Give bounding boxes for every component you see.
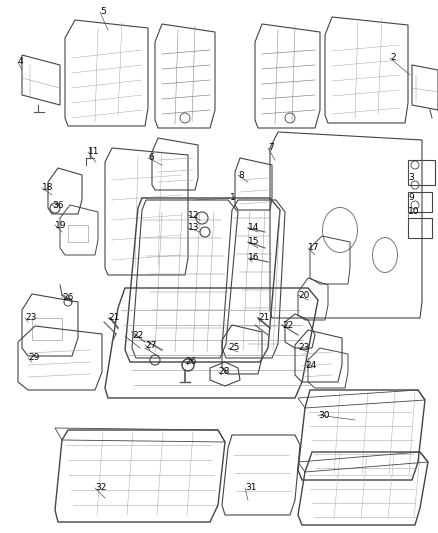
Text: 1: 1 [230, 193, 236, 203]
Text: 11: 11 [88, 148, 99, 157]
Text: 26: 26 [62, 294, 74, 303]
Text: 3: 3 [408, 174, 414, 182]
Text: 23: 23 [25, 313, 36, 322]
Text: 20: 20 [298, 290, 309, 300]
Text: 14: 14 [248, 223, 259, 232]
Text: 22: 22 [132, 330, 143, 340]
Text: 26: 26 [185, 358, 196, 367]
Text: 22: 22 [282, 320, 293, 329]
Text: 8: 8 [238, 171, 244, 180]
Text: 18: 18 [42, 183, 53, 192]
Text: 4: 4 [18, 58, 24, 67]
Text: 23: 23 [298, 343, 309, 352]
Text: 2: 2 [390, 53, 396, 62]
Text: 21: 21 [258, 313, 269, 322]
Text: 16: 16 [248, 254, 259, 262]
Text: 5: 5 [100, 7, 106, 17]
Text: 17: 17 [308, 244, 319, 253]
Text: 19: 19 [55, 221, 67, 230]
Text: 6: 6 [148, 154, 154, 163]
Text: 21: 21 [108, 313, 120, 322]
Text: 36: 36 [52, 200, 64, 209]
Text: 9: 9 [408, 193, 414, 203]
Text: 7: 7 [268, 143, 274, 152]
Text: 25: 25 [228, 343, 240, 352]
Text: 30: 30 [318, 410, 329, 419]
Text: 27: 27 [145, 341, 156, 350]
Text: 13: 13 [188, 223, 199, 232]
Text: 32: 32 [95, 483, 106, 492]
Text: 10: 10 [408, 207, 420, 216]
Text: 12: 12 [188, 211, 199, 220]
Text: 31: 31 [245, 483, 257, 492]
Text: 29: 29 [28, 353, 39, 362]
Text: 28: 28 [218, 367, 230, 376]
Text: 24: 24 [305, 360, 316, 369]
Text: 15: 15 [248, 238, 259, 246]
